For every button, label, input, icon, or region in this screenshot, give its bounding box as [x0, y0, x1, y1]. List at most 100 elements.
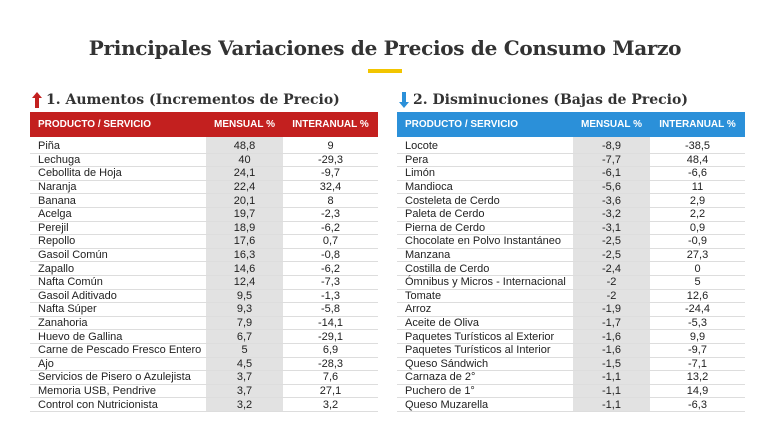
monthly-cell: -1,6 — [573, 343, 650, 358]
monthly-cell: -1,1 — [573, 397, 650, 412]
product-cell: Zanahoria — [30, 316, 206, 331]
page-title: Principales Variaciones de Precios de Co… — [88, 36, 682, 60]
monthly-cell: 12,4 — [206, 275, 283, 290]
monthly-cell: 6,7 — [206, 329, 283, 344]
monthly-cell: -2,5 — [573, 248, 650, 263]
table-row: Limón -6,1 -6,6 — [397, 166, 745, 181]
monthly-cell: 3,7 — [206, 370, 283, 385]
yearly-cell: 0,7 — [283, 234, 378, 249]
monthly-cell: -2,5 — [573, 234, 650, 249]
spacer-row — [30, 137, 378, 140]
table-row: Nafta Súper 9,3 -5,8 — [30, 302, 378, 317]
yearly-cell: -9,7 — [650, 343, 745, 358]
decreases-heading: 2. Disminuciones (Bajas de Precio) — [399, 90, 747, 110]
monthly-cell: 20,1 — [206, 193, 283, 208]
yearly-cell: -1,3 — [283, 289, 378, 304]
monthly-cell: -3,2 — [573, 207, 650, 222]
monthly-cell: -2 — [573, 275, 650, 290]
table-row: Perejil 18,9 -6,2 — [30, 221, 378, 236]
monthly-cell: 17,6 — [206, 234, 283, 249]
yearly-cell: -28,3 — [283, 357, 378, 372]
monthly-cell: -3,1 — [573, 221, 650, 236]
yearly-cell: 12,6 — [650, 289, 745, 304]
column-header-monthly: MENSUAL % — [573, 112, 650, 137]
product-cell: Paquetes Turísticos al Exterior — [397, 329, 573, 344]
table-row: Lechuga 40 -29,3 — [30, 153, 378, 168]
monthly-cell: 7,9 — [206, 316, 283, 331]
yearly-cell: -24,4 — [650, 302, 745, 317]
yearly-cell: 7,6 — [283, 370, 378, 385]
table-row: Pera -7,7 48,4 — [397, 153, 745, 168]
product-cell: Tomate — [397, 289, 573, 304]
product-cell: Limón — [397, 166, 573, 181]
product-cell: Cebollita de Hoja — [30, 166, 206, 181]
monthly-cell: -1,9 — [573, 302, 650, 317]
yearly-cell: 9,9 — [650, 329, 745, 344]
title-underline — [368, 69, 402, 73]
table-row: Acelga 19,7 -2,3 — [30, 207, 378, 222]
table-row: Naranja 22,4 32,4 — [30, 180, 378, 195]
monthly-cell: -1,6 — [573, 329, 650, 344]
monthly-cell: -2,4 — [573, 261, 650, 276]
monthly-cell: -5,6 — [573, 180, 650, 195]
product-cell: Piña — [30, 140, 206, 154]
monthly-cell: 16,3 — [206, 248, 283, 263]
monthly-cell: 18,9 — [206, 221, 283, 236]
monthly-cell: 19,7 — [206, 207, 283, 222]
yearly-cell: -9,7 — [283, 166, 378, 181]
yearly-cell: 0,9 — [650, 221, 745, 236]
monthly-cell: 3,2 — [206, 397, 283, 412]
increases-title: 1. Aumentos (Incrementos de Precio) — [46, 92, 340, 108]
yearly-cell: 32,4 — [283, 180, 378, 195]
product-cell: Pera — [397, 153, 573, 168]
product-cell: Queso Muzarella — [397, 397, 573, 412]
yearly-cell: -6,3 — [650, 397, 745, 412]
product-cell: Repollo — [30, 234, 206, 249]
table-row: Servicios de Pisero o Azulejista 3,7 7,6 — [30, 370, 378, 385]
monthly-cell: -1,5 — [573, 357, 650, 372]
table-row: Puchero de 1° -1,1 14,9 — [397, 384, 745, 399]
product-cell: Gasoil Aditivado — [30, 289, 206, 304]
yearly-cell: -0,8 — [283, 248, 378, 263]
yearly-cell: -2,3 — [283, 207, 378, 222]
monthly-cell: -6,1 — [573, 166, 650, 181]
column-header-product: PRODUCTO / SERVICIO — [397, 112, 573, 137]
table-row: Paleta de Cerdo -3,2 2,2 — [397, 207, 745, 222]
table-row: Costilla de Cerdo -2,4 0 — [397, 261, 745, 276]
yearly-cell: 27,1 — [283, 384, 378, 399]
arrow-up-icon — [32, 92, 42, 108]
table-row: Gasoil Aditivado 9,5 -1,3 — [30, 289, 378, 304]
yearly-cell: -38,5 — [650, 140, 745, 154]
table-row: Repollo 17,6 0,7 — [30, 234, 378, 249]
yearly-cell: 2,9 — [650, 193, 745, 208]
product-cell: Zapallo — [30, 261, 206, 276]
yearly-cell: -6,2 — [283, 261, 378, 276]
monthly-cell: -7,7 — [573, 153, 650, 168]
table-row: Paquetes Turísticos al Interior -1,6 -9,7 — [397, 343, 745, 358]
column-header-yearly: INTERANUAL % — [283, 112, 378, 137]
monthly-cell: 3,7 — [206, 384, 283, 399]
yearly-cell: -29,3 — [283, 153, 378, 168]
table-row: Queso Sándwich -1,5 -7,1 — [397, 357, 745, 372]
product-cell: Gasoil Común — [30, 248, 206, 263]
yearly-cell: -5,3 — [650, 316, 745, 331]
column-header-yearly: INTERANUAL % — [650, 112, 745, 137]
table-row: Pierna de Cerdo -3,1 0,9 — [397, 221, 745, 236]
increases-heading: 1. Aumentos (Incrementos de Precio) — [32, 90, 380, 110]
product-cell: Perejil — [30, 221, 206, 236]
table-row: Huevo de Gallina 6,7 -29,1 — [30, 329, 378, 344]
product-cell: Nafta Común — [30, 275, 206, 290]
yearly-cell: 6,9 — [283, 343, 378, 358]
yearly-cell: 13,2 — [650, 370, 745, 385]
monthly-cell: 48,8 — [206, 140, 283, 154]
monthly-cell: -1,1 — [573, 384, 650, 399]
table-row: Manzana -2,5 27,3 — [397, 248, 745, 263]
product-cell: Costeleta de Cerdo — [397, 193, 573, 208]
product-cell: Puchero de 1° — [397, 384, 573, 399]
yearly-cell: 0 — [650, 261, 745, 276]
yearly-cell: 2,2 — [650, 207, 745, 222]
increases-table: PRODUCTO / SERVICIO MENSUAL % INTERANUAL… — [30, 112, 378, 412]
product-cell: Naranja — [30, 180, 206, 195]
product-cell: Nafta Súper — [30, 302, 206, 317]
table-row: Locote -8,9 -38,5 — [397, 140, 745, 154]
